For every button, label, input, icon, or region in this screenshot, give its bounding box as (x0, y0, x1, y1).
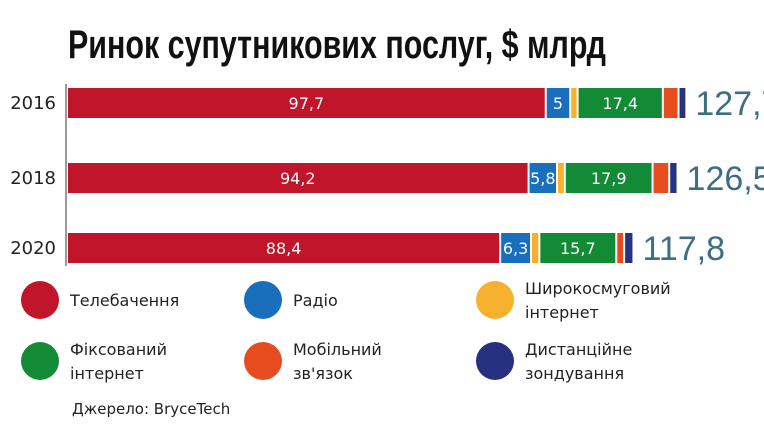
legend-item: Широкосмуговий інтернет (476, 279, 671, 322)
legend-label: інтернет (525, 303, 599, 322)
bar-segment (625, 233, 633, 263)
legend-label: Фіксований (70, 340, 167, 359)
legend-label: Мобільний (293, 340, 382, 359)
total-value-label: 126,5 (687, 160, 764, 198)
legend-item: Дистанційне зондування (476, 340, 632, 383)
legend-swatch (476, 342, 514, 380)
bar-segment (663, 88, 678, 118)
bar-segment (68, 163, 528, 193)
legend-swatch (244, 281, 282, 319)
bar-segment (68, 233, 500, 263)
bar-segment (617, 233, 624, 263)
bar-segment (532, 233, 539, 263)
legend-item: Мобільний зв'язок (244, 340, 382, 383)
bar-segment (670, 163, 677, 193)
legend-swatch (21, 281, 59, 319)
bar-value-label: 5,8 (530, 169, 555, 188)
bar-segment (679, 88, 686, 118)
bars-group: 2016 97,7 5 17,4 127,7 2018 94,2 5,8 17,9 126,5 20… (10, 85, 764, 268)
legend-item: Телебачення (21, 281, 179, 319)
bar-segment (546, 88, 570, 118)
bar-value-label: 88,4 (266, 239, 302, 258)
source-note: Джерело: BryceTech (72, 400, 230, 418)
bar-segment (529, 163, 556, 193)
bar-segment (578, 88, 662, 118)
legend-swatch (476, 281, 514, 319)
bar-value-label: 6,3 (503, 239, 528, 258)
year-label: 2020 (10, 238, 56, 259)
bar-segment (540, 233, 616, 263)
bar-segment (571, 88, 577, 118)
bar-segment (558, 163, 564, 193)
bar-segment (653, 163, 669, 193)
bar-value-label: 17,9 (591, 169, 627, 188)
bar-value-label: 97,7 (289, 94, 325, 113)
legend-item: Радіо (244, 281, 338, 319)
legend-label: Широкосмуговий (525, 279, 671, 298)
bar-segment (565, 163, 652, 193)
legend-swatch (244, 342, 282, 380)
year-label: 2018 (10, 168, 56, 189)
year-label: 2016 (10, 93, 56, 114)
legend: Телебачення РадіоШирокосмуговийінтернетФі… (21, 279, 671, 383)
bar-segment (68, 88, 545, 118)
legend-label: зв'язок (293, 364, 353, 383)
chart-title: Ринок супутникових послуг, $ млрд (68, 23, 606, 67)
legend-label: Радіо (293, 291, 338, 310)
legend-item: Фіксований інтернет (21, 340, 167, 383)
bar-value-label: 5 (553, 94, 563, 113)
total-value-label: 127,7 (695, 85, 764, 123)
legend-label: інтернет (70, 364, 144, 383)
bar-value-label: 17,4 (602, 94, 638, 113)
legend-label: Телебачення (69, 291, 179, 310)
bar-value-label: 94,2 (280, 169, 316, 188)
total-value-label: 117,8 (642, 230, 725, 268)
legend-swatch (21, 342, 59, 380)
bar-segment (501, 233, 531, 263)
legend-label: Дистанційне (525, 340, 632, 359)
bar-value-label: 15,7 (560, 239, 596, 258)
legend-label: зондування (525, 364, 624, 383)
